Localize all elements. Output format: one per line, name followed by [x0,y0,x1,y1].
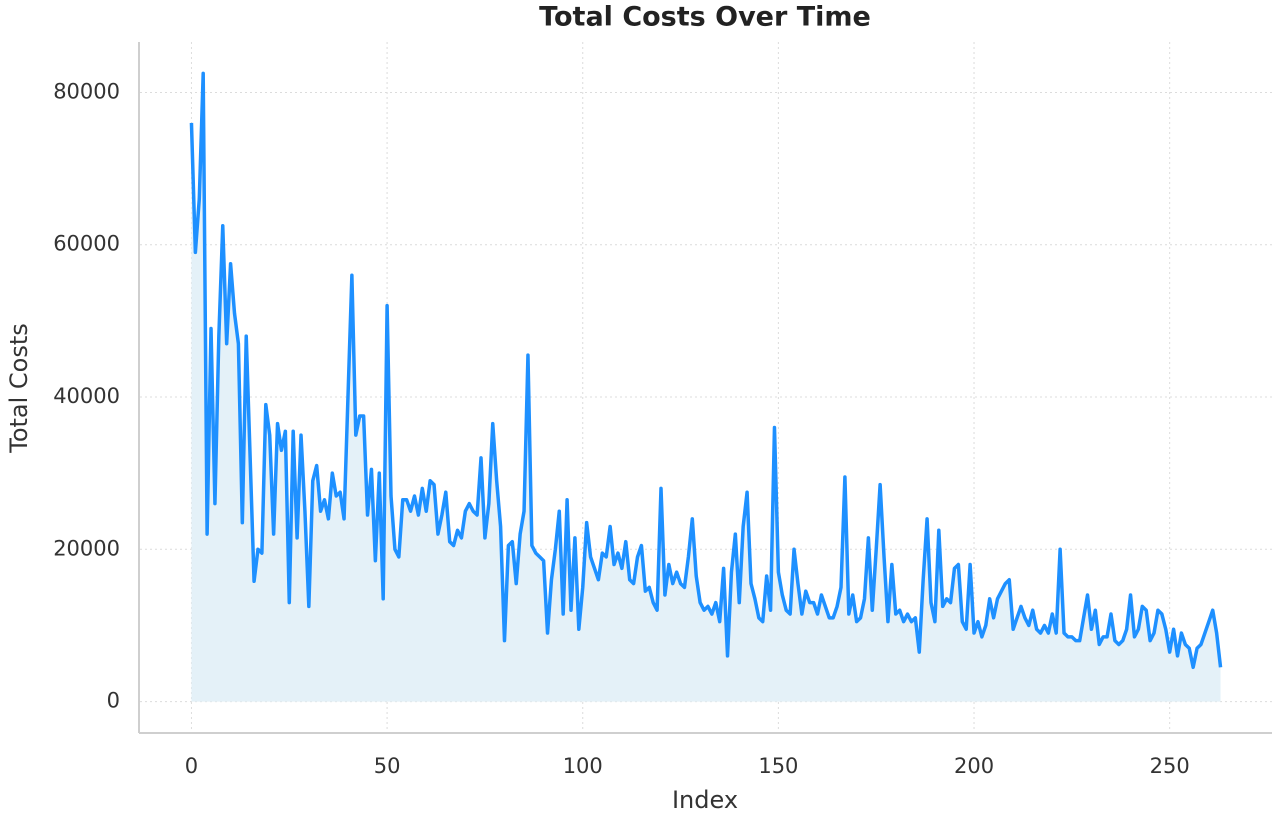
x-tick-label: 50 [374,754,401,778]
x-tick-label: 0 [185,754,198,778]
y-axis-label: Total Costs [5,323,33,454]
x-tick-label: 250 [1150,754,1190,778]
chart-title: Total Costs Over Time [539,2,871,33]
line [189,71,1223,670]
x-tick-label: 150 [758,754,798,778]
y-tick-label: 20000 [53,536,120,560]
x-axis-label: Index [672,786,738,814]
y-tick-label: 0 [107,689,120,713]
x-tick-label: 200 [954,754,994,778]
x-tick-label: 100 [563,754,603,778]
y-tick-label: 40000 [53,384,120,408]
area [191,73,1221,702]
y-tick-label: 80000 [53,79,120,103]
y-tick-label: 60000 [53,232,120,256]
